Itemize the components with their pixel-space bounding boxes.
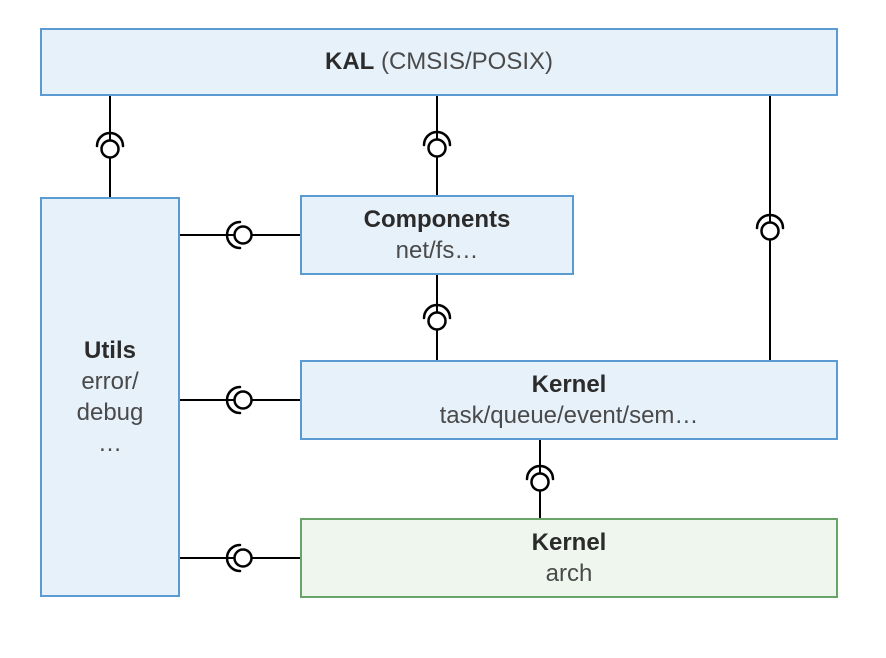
- node-title: Kernel: [532, 369, 607, 400]
- node-title: Kernel: [532, 527, 607, 558]
- edge-utils-components: [180, 234, 300, 237]
- node-kernel2: Kernel arch: [300, 518, 838, 598]
- node-label: KAL (CMSIS/POSIX): [325, 46, 553, 77]
- edge-utils-kernel1: [180, 399, 300, 402]
- node-sub: net/fs…: [396, 235, 479, 266]
- node-title: Utils: [84, 335, 136, 366]
- node-kernel1: Kernel task/queue/event/sem…: [300, 360, 838, 440]
- node-sub: error/ debug …: [77, 366, 144, 460]
- edge-kernel1-kernel2: [539, 440, 542, 518]
- node-sub: arch: [546, 558, 593, 589]
- node-components: Components net/fs…: [300, 195, 574, 275]
- edge-kal-components: [436, 96, 439, 195]
- edge-kal-kernel1: [769, 96, 772, 360]
- node-utils: Utils error/ debug …: [40, 197, 180, 597]
- edge-components-kernel1: [436, 275, 439, 360]
- node-kal: KAL (CMSIS/POSIX): [40, 28, 838, 96]
- node-sub: (CMSIS/POSIX): [374, 48, 553, 75]
- edge-utils-kernel2: [180, 557, 300, 560]
- edge-kal-utils: [109, 96, 112, 197]
- node-title: Components: [364, 204, 511, 235]
- node-title: KAL: [325, 48, 374, 75]
- diagram-canvas: KAL (CMSIS/POSIX) Utils error/ debug … C…: [0, 0, 886, 658]
- node-sub: task/queue/event/sem…: [440, 400, 699, 431]
